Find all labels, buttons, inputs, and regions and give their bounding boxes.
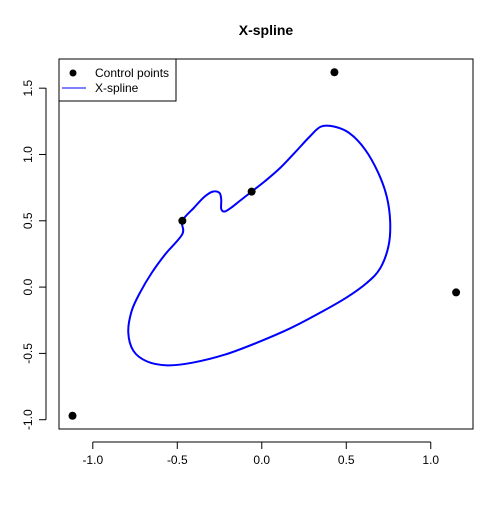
y-tick-label: 0.0 bbox=[21, 278, 35, 295]
x-tick-label: 0.0 bbox=[253, 453, 270, 467]
legend-label: Control points bbox=[95, 66, 169, 80]
plot-frame bbox=[58, 58, 474, 430]
x-tick-label: 0.5 bbox=[338, 453, 355, 467]
control-point bbox=[178, 216, 187, 225]
y-tick-label: -0.5 bbox=[21, 343, 35, 364]
x-tick-label: 1.0 bbox=[422, 453, 439, 467]
control-point bbox=[452, 288, 461, 297]
legend-box bbox=[58, 58, 177, 102]
legend-label: X-spline bbox=[95, 81, 139, 95]
control-point bbox=[330, 68, 339, 77]
legend-point-marker bbox=[69, 69, 77, 77]
control-point bbox=[68, 411, 77, 420]
x-tick-label: -0.5 bbox=[167, 453, 188, 467]
data-layer bbox=[68, 68, 461, 420]
axes-layer: -1.0 -0.5 0.0 0.5 1.0 -1.0 -0.5 0.0 0.5 1.0 1.5 bbox=[21, 58, 474, 467]
control-point bbox=[247, 187, 256, 196]
x-spline-curve bbox=[127, 124, 392, 367]
y-tick-label: 1.0 bbox=[21, 146, 35, 163]
chart-title: X-spline bbox=[239, 22, 294, 38]
x-tick-label: -1.0 bbox=[82, 453, 103, 467]
y-tick-label: -1.0 bbox=[21, 409, 35, 430]
y-tick-label: 0.5 bbox=[21, 212, 35, 229]
y-tick-label: 1.5 bbox=[21, 80, 35, 97]
